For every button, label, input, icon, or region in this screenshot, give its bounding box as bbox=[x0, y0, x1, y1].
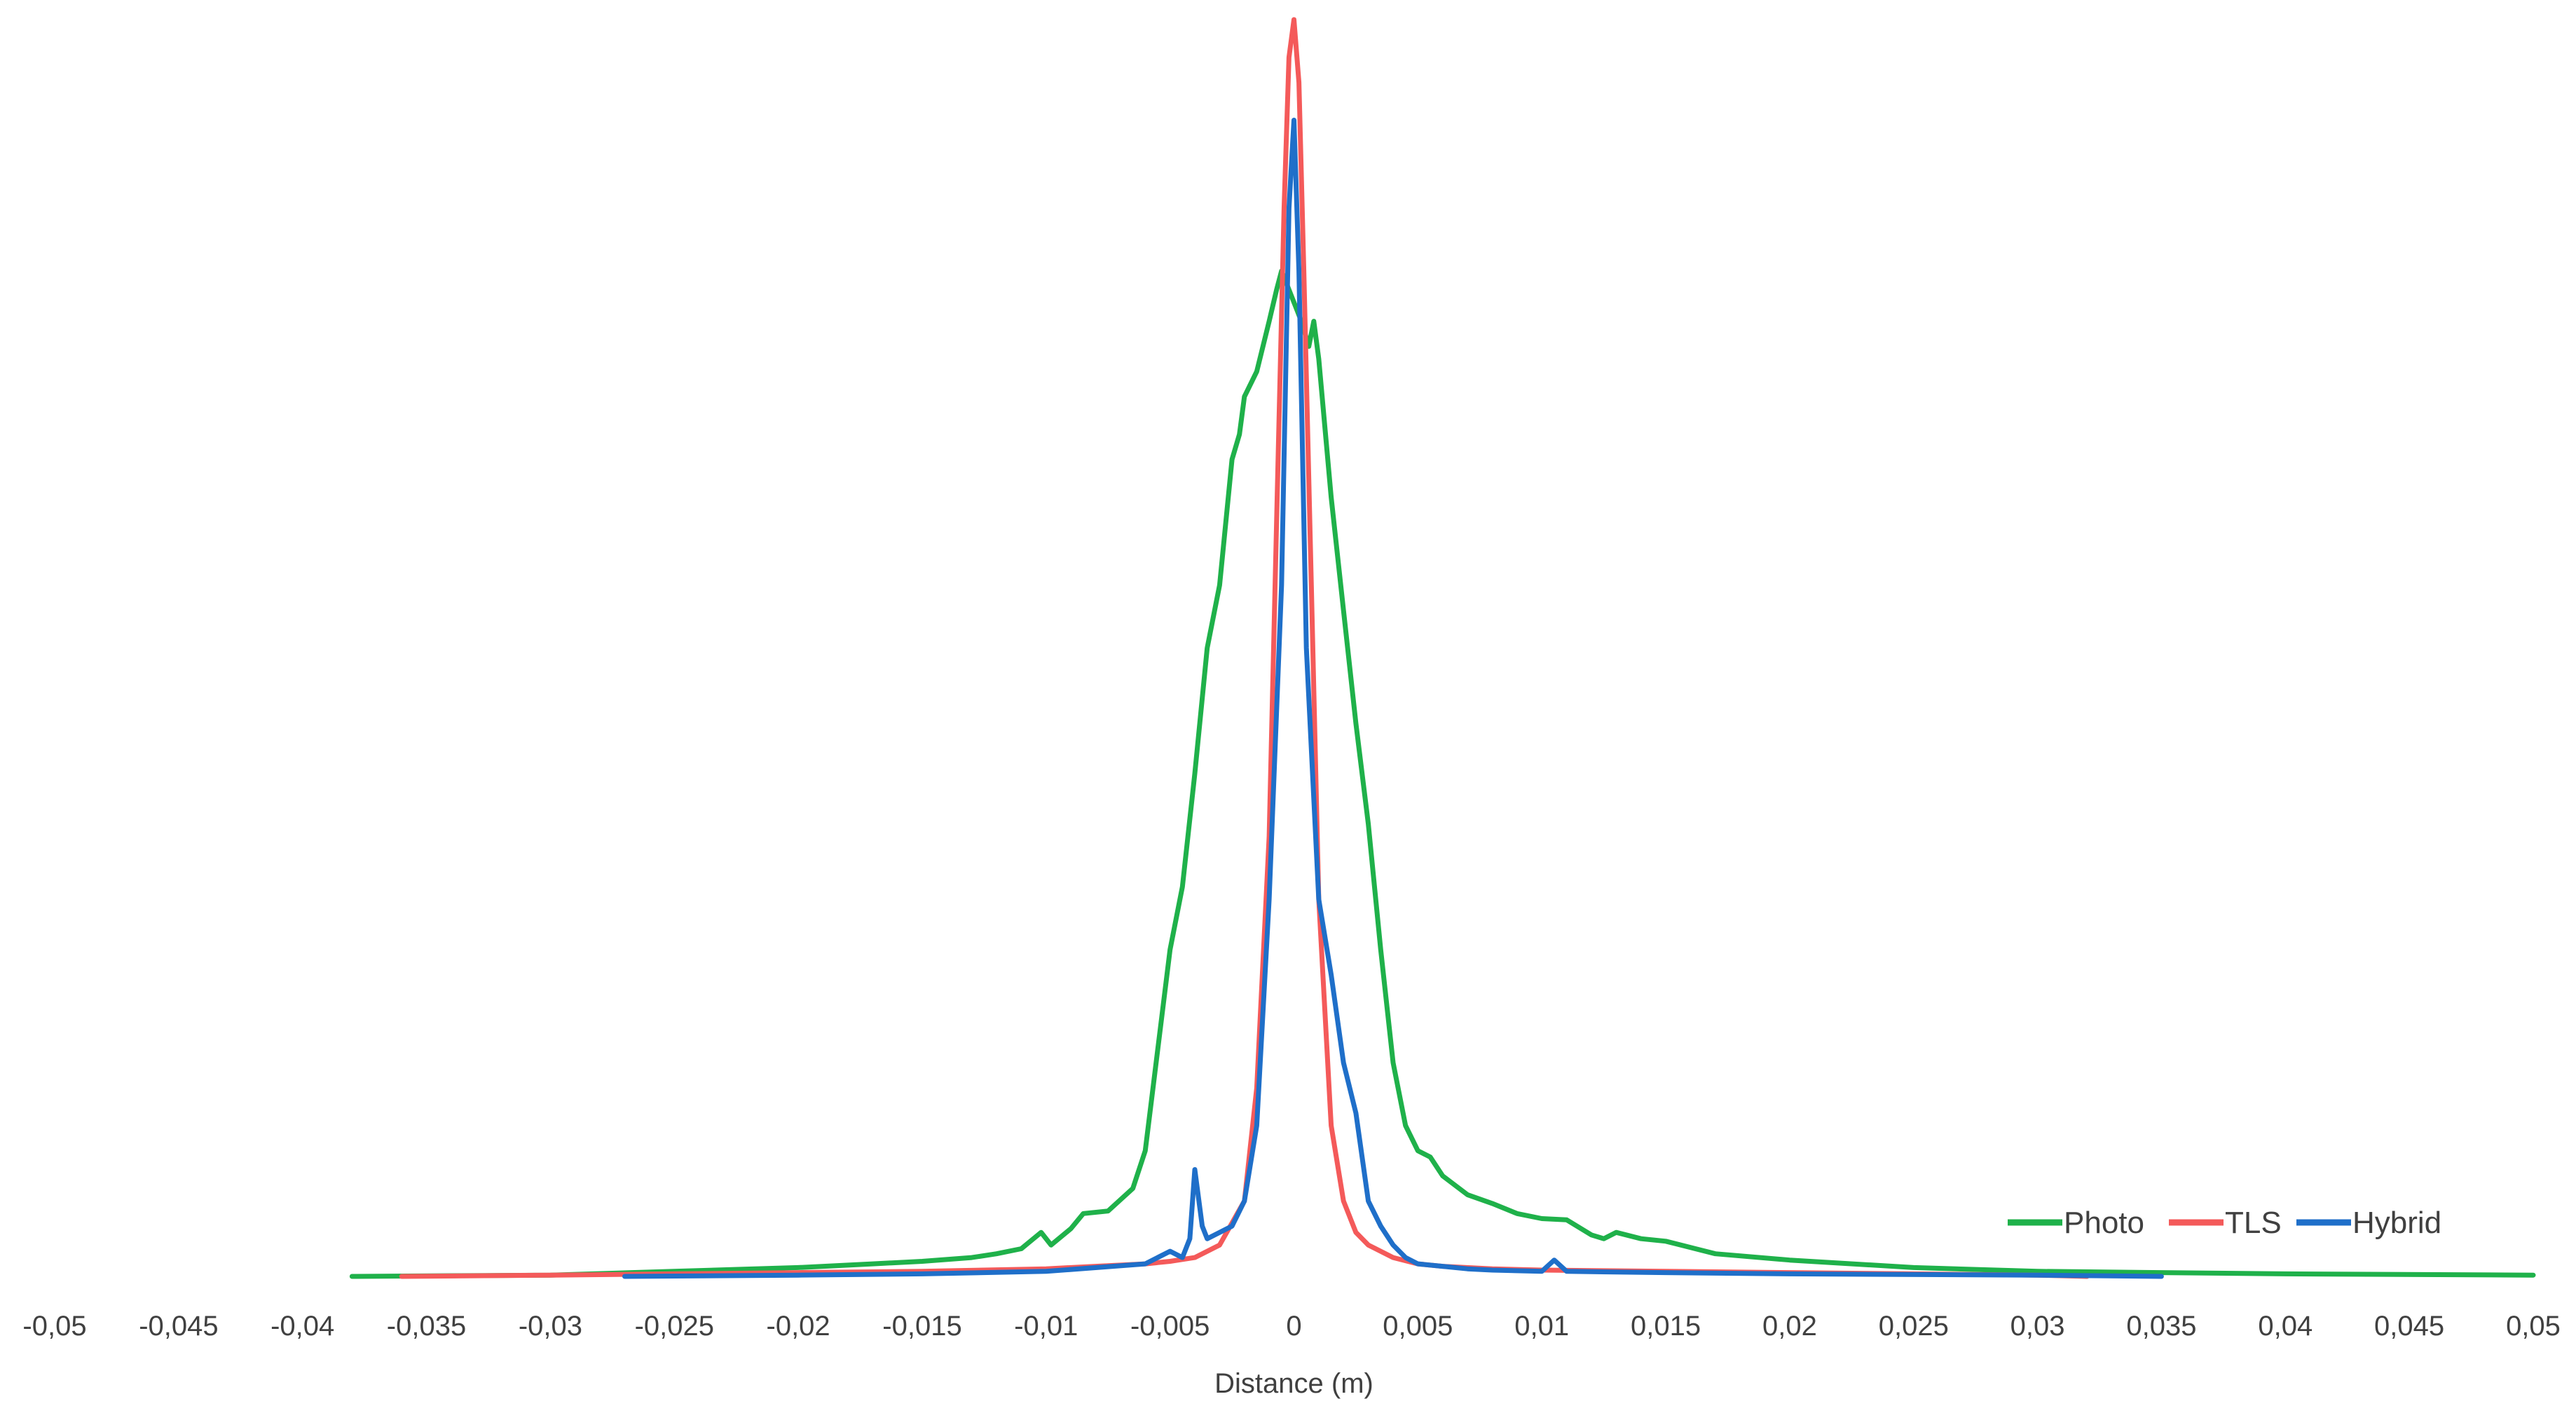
x-tick-label: 0 bbox=[1286, 1311, 1301, 1342]
legend-item-photo: Photo bbox=[2008, 1206, 2144, 1240]
x-tick-label: -0,04 bbox=[270, 1311, 334, 1342]
x-tick-label: 0,01 bbox=[1514, 1311, 1569, 1342]
legend-label: Photo bbox=[2064, 1206, 2144, 1240]
x-tick-label: -0,03 bbox=[519, 1311, 582, 1342]
x-tick-label: 0,025 bbox=[1879, 1311, 1949, 1342]
x-tick-label: 0,02 bbox=[1762, 1311, 1817, 1342]
legend: Photo TLS Hybrid bbox=[2008, 1206, 2441, 1240]
legend-item-tls: TLS bbox=[2169, 1206, 2282, 1240]
x-tick-label: 0,015 bbox=[1631, 1311, 1701, 1342]
x-axis: -0,05 -0,045 -0,04 -0,035 -0,03 -0,025 -0,02 -0… bbox=[22, 1311, 2561, 1342]
x-tick-label: 0,045 bbox=[2374, 1311, 2444, 1342]
x-tick-label: -0,005 bbox=[1130, 1311, 1210, 1342]
x-tick-label: -0,035 bbox=[387, 1311, 466, 1342]
x-tick-label: -0,045 bbox=[139, 1311, 218, 1342]
x-tick-label: -0,02 bbox=[767, 1311, 830, 1342]
plot-area bbox=[349, 17, 2536, 1279]
x-tick-label: 0,04 bbox=[2258, 1311, 2313, 1342]
legend-item-hybrid: Hybrid bbox=[2296, 1206, 2441, 1240]
x-tick-label: -0,025 bbox=[635, 1311, 714, 1342]
x-tick-label: -0,05 bbox=[22, 1311, 86, 1342]
x-tick-label: 0,05 bbox=[2506, 1311, 2561, 1342]
x-axis-label: Distance (m) bbox=[1214, 1368, 1373, 1399]
x-tick-label: 0,035 bbox=[2126, 1311, 2196, 1342]
legend-label: Hybrid bbox=[2352, 1206, 2441, 1240]
x-tick-label: -0,01 bbox=[1014, 1311, 1078, 1342]
legend-label: TLS bbox=[2225, 1206, 2282, 1240]
x-tick-label: -0,015 bbox=[882, 1311, 961, 1342]
x-tick-label: 0,03 bbox=[2010, 1311, 2065, 1342]
x-tick-label: 0,005 bbox=[1383, 1311, 1453, 1342]
series-line-hybrid bbox=[622, 118, 2164, 1279]
